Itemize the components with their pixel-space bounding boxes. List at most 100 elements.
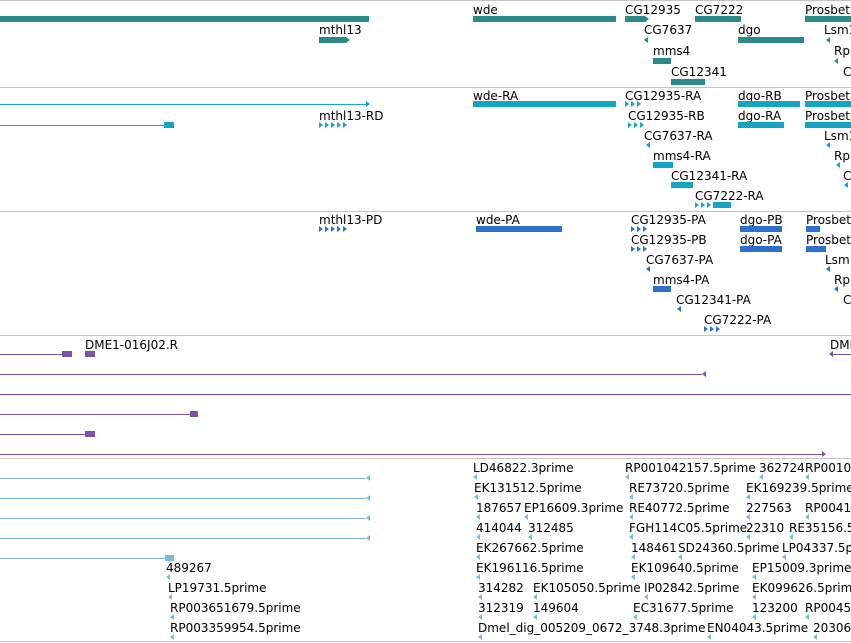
clone-bar[interactable]: [190, 411, 198, 417]
feature-label[interactable]: Prosbet: [806, 213, 851, 227]
gene-bar[interactable]: [0, 16, 369, 22]
transcript-exon[interactable]: [671, 182, 693, 188]
transcript-exon[interactable]: [473, 101, 616, 107]
feature-label[interactable]: 22310: [746, 521, 785, 535]
feature-label[interactable]: RE73720.5prime: [629, 481, 730, 495]
feature-label[interactable]: Lsm1: [824, 129, 851, 143]
feature-label[interactable]: C: [843, 293, 851, 307]
feature-label[interactable]: Dmel_dig_005209_0672_3748.3prime: [478, 621, 706, 635]
feature-label[interactable]: Prosbeta: [805, 89, 851, 103]
feature-label[interactable]: RP003651679.5prime: [170, 601, 301, 615]
feature-label[interactable]: dgo: [738, 23, 761, 37]
feature-label[interactable]: 314282: [478, 581, 524, 595]
feature-label[interactable]: EP16609.3prime: [524, 501, 624, 515]
feature-label[interactable]: 187657: [476, 501, 522, 515]
clone-bar[interactable]: [62, 351, 72, 357]
feature-label[interactable]: Rp: [834, 44, 850, 58]
transcript-exon[interactable]: [805, 101, 851, 107]
feature-label[interactable]: RP001042157.5prime: [625, 461, 756, 475]
feature-label[interactable]: RP00451: [805, 601, 851, 615]
protein-bar[interactable]: [806, 226, 820, 232]
transcript-exon[interactable]: [653, 162, 673, 168]
feature-label[interactable]: EC31677.5prime: [633, 601, 734, 615]
feature-line[interactable]: [0, 414, 194, 415]
feature-label[interactable]: wde-PA: [476, 213, 520, 227]
feature-label[interactable]: EK099626.5prim: [752, 581, 851, 595]
feature-label[interactable]: CG7637-RA: [644, 129, 713, 143]
feature-label[interactable]: EK131512.5prime: [474, 481, 582, 495]
feature-label[interactable]: 20306: [813, 621, 851, 635]
feature-label[interactable]: 362724: [759, 461, 805, 475]
feature-label[interactable]: EK196116.5prime: [476, 561, 584, 575]
feature-label[interactable]: FGH114C05.5prime: [629, 521, 748, 535]
feature-label[interactable]: 148461: [631, 541, 677, 555]
feature-label[interactable]: DME: [830, 338, 851, 352]
feature-label[interactable]: Rp: [834, 149, 850, 163]
gene-bar[interactable]: [695, 16, 741, 22]
feature-label[interactable]: RP00412: [805, 501, 851, 515]
feature-label[interactable]: C: [843, 65, 851, 79]
feature-line[interactable]: [0, 394, 851, 395]
feature-label[interactable]: 312319: [478, 601, 524, 615]
feature-label[interactable]: CG12341-RA: [671, 169, 748, 183]
clone-bar[interactable]: [85, 431, 95, 437]
gene-bar[interactable]: [653, 58, 671, 64]
feature-label[interactable]: mms4-RA: [653, 149, 711, 163]
feature-label[interactable]: dgo-RB: [738, 89, 782, 103]
feature-label[interactable]: DME1-016J02.R: [85, 338, 179, 352]
feature-label[interactable]: IP02842.5prime: [644, 581, 740, 595]
feature-label[interactable]: 414044: [476, 521, 522, 535]
feature-line[interactable]: [0, 104, 366, 105]
feature-label[interactable]: CG7222-PA: [704, 313, 772, 327]
feature-label[interactable]: 227563: [746, 501, 792, 515]
gene-bar[interactable]: [319, 37, 346, 43]
feature-label[interactable]: 149604: [533, 601, 579, 615]
feature-label[interactable]: LP19731.5prime: [168, 581, 267, 595]
feature-label[interactable]: EK105050.5prime: [533, 581, 641, 595]
feature-label[interactable]: CG12935-RB: [628, 109, 705, 123]
est-bar[interactable]: [165, 555, 174, 561]
feature-label[interactable]: EN04043.5prime: [707, 621, 809, 635]
feature-line[interactable]: [0, 434, 88, 435]
feature-label[interactable]: mthl13-PD: [319, 213, 383, 227]
gene-bar[interactable]: [671, 79, 705, 85]
protein-bar[interactable]: [653, 286, 671, 292]
transcript-exon[interactable]: [164, 122, 174, 128]
gene-bar[interactable]: [473, 16, 616, 22]
feature-label[interactable]: Rp: [834, 273, 850, 287]
feature-label[interactable]: C: [843, 169, 851, 183]
feature-label[interactable]: CG12341: [671, 65, 727, 79]
feature-label[interactable]: RP003359954.5prime: [170, 621, 301, 635]
feature-line[interactable]: [0, 538, 366, 539]
protein-bar[interactable]: [476, 226, 562, 232]
feature-label[interactable]: wde: [473, 3, 498, 17]
transcript-exon[interactable]: [713, 202, 731, 208]
feature-label[interactable]: 123200: [752, 601, 798, 615]
feature-label[interactable]: Lsm1: [825, 253, 851, 267]
gene-bar[interactable]: [625, 16, 645, 22]
feature-label[interactable]: CG12341-PA: [676, 293, 751, 307]
feature-line[interactable]: [833, 354, 851, 355]
protein-bar[interactable]: [806, 246, 826, 252]
feature-label[interactable]: wde-RA: [473, 89, 519, 103]
protein-bar[interactable]: [740, 246, 782, 252]
feature-label[interactable]: mthl13: [319, 23, 362, 37]
feature-label[interactable]: 489267: [166, 561, 212, 575]
feature-label[interactable]: Prosbeta: [805, 109, 851, 123]
feature-label[interactable]: EK109640.5prime: [631, 561, 739, 575]
feature-line[interactable]: [0, 354, 64, 355]
transcript-exon[interactable]: [738, 101, 800, 107]
feature-line[interactable]: [0, 125, 170, 126]
feature-label[interactable]: CG12935-PA: [631, 213, 706, 227]
feature-label[interactable]: dgo-RA: [738, 109, 782, 123]
feature-label[interactable]: EK169239.5prime: [746, 481, 851, 495]
feature-label[interactable]: CG7222-RA: [695, 189, 764, 203]
feature-label[interactable]: CG7637: [644, 23, 693, 37]
gene-bar[interactable]: [738, 37, 804, 43]
feature-label[interactable]: RE40772.5prime: [629, 501, 730, 515]
feature-label[interactable]: Lsm1: [824, 23, 851, 37]
feature-line[interactable]: [0, 454, 822, 455]
feature-label[interactable]: 312485: [528, 521, 574, 535]
protein-bar[interactable]: [740, 226, 782, 232]
feature-label[interactable]: EP15009.3prime: [752, 561, 851, 575]
